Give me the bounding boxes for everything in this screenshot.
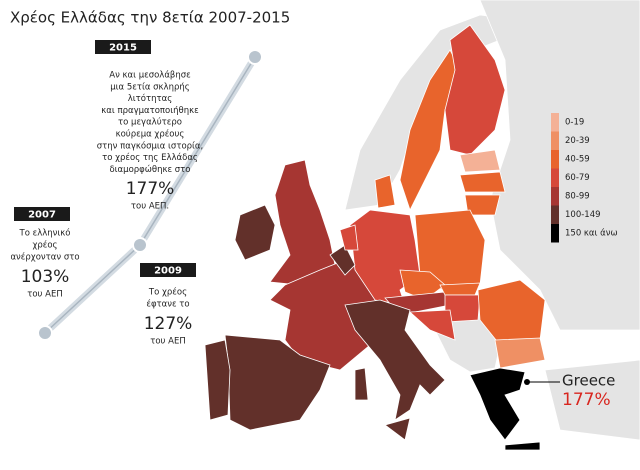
timeline-text: το χρέος της Ελλάδας	[102, 152, 198, 163]
timeline-unit: του ΑΕΠ	[27, 290, 63, 300]
country	[329, 244, 356, 276]
legend: 0-19 20-39 40-59 60-79 80-99 100-149 150 και ά…	[551, 113, 618, 243]
year-box	[140, 263, 196, 277]
country	[234, 204, 276, 261]
timeline-value: 103%	[21, 267, 70, 287]
country	[344, 299, 446, 421]
timeline-text: Αν και μεσολάβησε	[109, 71, 191, 81]
timeline-dot	[247, 49, 263, 65]
timeline-text: κούρεμα χρέους	[116, 129, 185, 140]
timeline-text: λιτότητας	[128, 93, 172, 104]
legend-swatch	[551, 113, 559, 132]
timeline-text: χρέος	[32, 240, 57, 251]
timeline-dot	[37, 325, 53, 341]
country	[354, 367, 369, 401]
timeline-value: 177%	[126, 179, 175, 199]
map	[204, 0, 640, 451]
timeline-text: Το ελληνικό	[19, 228, 71, 239]
legend-swatch	[551, 150, 559, 169]
timeline-text: Το χρέος	[148, 287, 187, 298]
year-label: 2015	[109, 43, 137, 54]
callout-value: 177%	[562, 390, 611, 410]
country	[444, 24, 506, 156]
title: Χρέος Ελλάδας την 8ετία 2007-2015	[10, 9, 290, 27]
legend-label: 20-39	[565, 136, 590, 146]
legend-label: 80-99	[565, 192, 590, 202]
legend-swatch	[551, 131, 559, 150]
timeline-text: έφτανε το	[146, 299, 189, 310]
greece	[469, 367, 526, 441]
country	[439, 282, 481, 296]
country	[384, 417, 411, 441]
year-box	[95, 40, 151, 54]
legend-label: 100-149	[565, 210, 601, 220]
legend-swatch	[551, 187, 559, 206]
legend-swatch	[551, 224, 559, 243]
legend-label: 0-19	[565, 118, 584, 128]
year-box	[14, 207, 70, 221]
country	[409, 309, 456, 341]
timeline-text: διαμορφώθηκε στο	[109, 164, 190, 175]
non-eu-land	[544, 359, 640, 441]
year-label: 2007	[28, 210, 56, 221]
timeline-text: το μεγαλύτερο	[118, 117, 182, 128]
timeline-text: στην παγκόσμια ιστορία,	[97, 140, 203, 151]
greece	[504, 441, 541, 451]
timeline-text: και πραγματοποιήθηκε	[101, 106, 199, 116]
year-label: 2009	[154, 266, 182, 277]
callout-label: Greece	[562, 372, 615, 390]
country	[269, 159, 336, 286]
legend-swatch	[551, 168, 559, 187]
timeline	[37, 49, 263, 341]
timeline-value: 127%	[144, 314, 193, 334]
country	[339, 224, 359, 251]
timeline-dot	[132, 237, 148, 253]
legend-swatch	[551, 205, 559, 224]
country	[464, 194, 501, 216]
country	[204, 339, 231, 421]
callout: Greece 177%	[524, 372, 615, 410]
legend-label: 40-59	[565, 155, 590, 165]
legend-label: 150 και άνω	[565, 229, 618, 239]
non-eu-land	[479, 0, 640, 331]
timeline-unit: του ΑΕΠ	[150, 337, 186, 347]
country	[494, 337, 546, 369]
country	[459, 149, 501, 173]
timeline-unit: του ΑΕΠ.	[131, 202, 169, 212]
timeline-text: μια 5ετία σκληρής	[110, 82, 189, 92]
legend-label: 60-79	[565, 173, 590, 183]
country	[399, 269, 446, 301]
country	[459, 171, 506, 193]
country	[374, 174, 396, 209]
timeline-text: ανέρχονταν στο	[10, 252, 79, 263]
